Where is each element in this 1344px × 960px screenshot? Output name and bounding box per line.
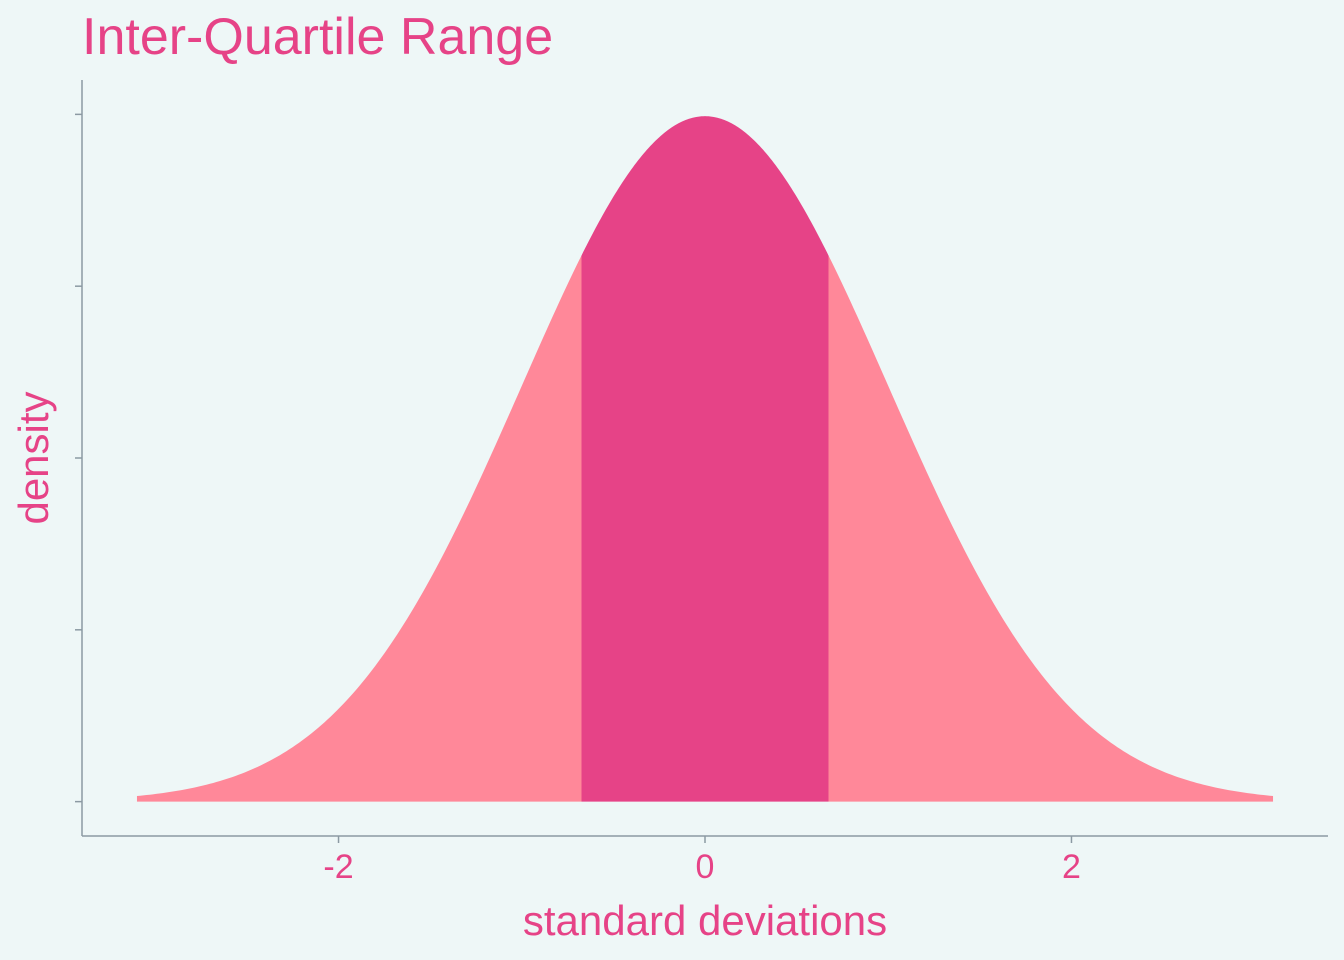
x-tick-label-2: 0 <box>696 848 715 886</box>
y-ticks <box>75 113 82 803</box>
y-axis-label: density <box>10 391 57 524</box>
x-tick-label-1: -2 <box>323 848 353 886</box>
area-segment-2 <box>581 116 829 802</box>
area-segment-1 <box>136 255 582 802</box>
x-axis-label: standard deviations <box>523 897 887 944</box>
density-areas <box>136 116 1274 802</box>
x-ticks: -2 0 2 <box>323 836 1081 886</box>
area-segment-3 <box>828 255 1274 802</box>
x-tick-label-3: 2 <box>1062 848 1081 886</box>
chart-title: Inter-Quartile Range <box>82 8 553 66</box>
